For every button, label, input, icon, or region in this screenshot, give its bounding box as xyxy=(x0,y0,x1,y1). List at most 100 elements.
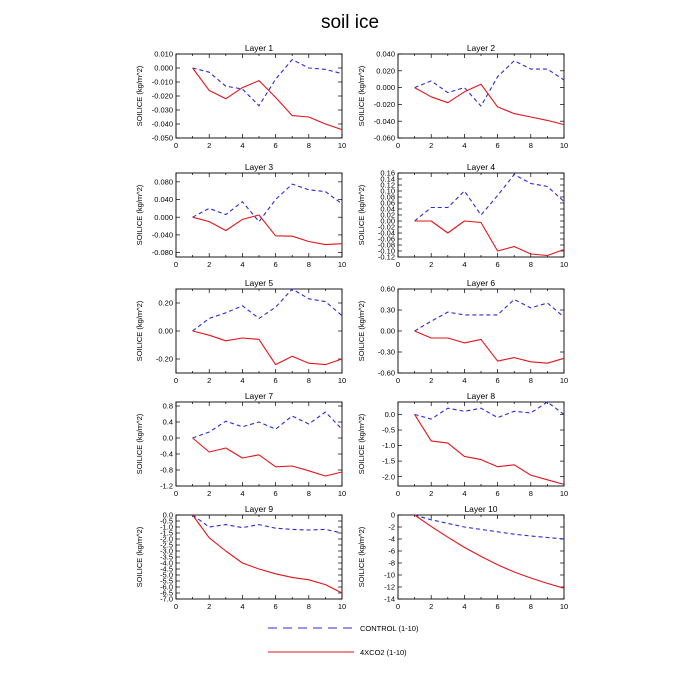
x-tick-label: 4 xyxy=(462,260,466,269)
y-tick-label: 0.10 xyxy=(380,187,395,196)
x-tick-label: 2 xyxy=(429,376,433,385)
x-tick-label: 10 xyxy=(338,602,346,611)
series-4xco2-line xyxy=(414,330,565,364)
panel-layer-3: Layer 3 0 2 4 6 8 10 -0.080 -0.040 0.000 0.040 0.08… xyxy=(135,162,346,269)
y-tick-label: -0.06 xyxy=(378,235,395,244)
plot-frame xyxy=(175,288,343,374)
y-tick-label: 0.010 xyxy=(154,50,173,59)
y-tick-label: 0.00 xyxy=(158,327,173,336)
x-tick-label: 8 xyxy=(529,376,533,385)
y-tick-label: 0.20 xyxy=(158,299,173,308)
series-control-line xyxy=(414,514,565,540)
series-control-line xyxy=(192,288,343,332)
y-tick-label: 0.0 xyxy=(163,511,173,520)
x-tick-label: 0 xyxy=(174,376,178,385)
x-tick-label: 0 xyxy=(396,260,400,269)
y-tick-label: -8 xyxy=(388,559,395,568)
x-tick-label: 6 xyxy=(274,260,278,269)
y-tick-label: -0.10 xyxy=(378,247,395,256)
x-tick-label: 8 xyxy=(529,141,533,150)
y-axis-label: SOILICE (kg/m^2) xyxy=(357,184,366,245)
x-tick-label: 6 xyxy=(496,602,500,611)
x-tick-label: 0 xyxy=(396,489,400,498)
figure-title: soil ice xyxy=(321,12,379,33)
x-tick-label: 0 xyxy=(174,602,178,611)
y-tick-label: -0.8 xyxy=(160,466,173,475)
plot-frame xyxy=(397,53,565,139)
y-tick-label: -0.04 xyxy=(378,229,395,238)
x-tick-label: 10 xyxy=(560,602,568,611)
legend: CONTROL (1-10) 4XCO2 (1-10) xyxy=(268,624,419,657)
panel-title: Layer 8 xyxy=(467,391,496,401)
panel-title: Layer 3 xyxy=(245,162,274,172)
y-tick-label: -3.5 xyxy=(160,553,173,562)
y-tick-label: 0.06 xyxy=(380,199,395,208)
x-tick-label: 4 xyxy=(462,602,466,611)
x-tick-label: 2 xyxy=(207,260,211,269)
panel-title: Layer 1 xyxy=(245,43,274,53)
y-tick-label: 0.02 xyxy=(380,211,395,220)
x-tick-label: 8 xyxy=(307,141,311,150)
x-tick-label: 0 xyxy=(174,141,178,150)
series-4xco2-line xyxy=(414,83,565,126)
x-tick-label: 2 xyxy=(207,602,211,611)
y-tick-label: -0.010 xyxy=(152,78,173,87)
y-tick-label: 0.000 xyxy=(154,213,173,222)
y-tick-label: -0.040 xyxy=(152,230,173,239)
x-tick-label: 0 xyxy=(174,260,178,269)
y-axis-label: SOILICE (kg/m^2) xyxy=(357,413,366,474)
series-control-line xyxy=(192,183,343,223)
x-tick-label: 6 xyxy=(274,376,278,385)
x-tick-label: 8 xyxy=(307,376,311,385)
x-tick-label: 0 xyxy=(174,489,178,498)
x-tick-label: 6 xyxy=(274,141,278,150)
legend-control-label: CONTROL (1-10) xyxy=(360,624,419,633)
y-tick-label: 0.0 xyxy=(163,434,173,443)
x-tick-label: 6 xyxy=(496,260,500,269)
x-tick-label: 6 xyxy=(274,602,278,611)
y-tick-label: -7.0 xyxy=(160,595,173,604)
y-tick-label: -1.5 xyxy=(160,529,173,538)
y-tick-label: -0.5 xyxy=(382,426,395,435)
y-tick-label: -4 xyxy=(388,535,395,544)
y-axis-label: SOILICE (kg/m^2) xyxy=(135,184,144,245)
x-tick-label: 10 xyxy=(560,376,568,385)
panel-layer-2: Layer 2 0 2 4 6 8 10 -0.060 -0.040 -0.020 0.000 0.0… xyxy=(357,43,568,150)
x-tick-label: 8 xyxy=(529,489,533,498)
x-tick-label: 6 xyxy=(496,141,500,150)
y-tick-label: -0.60 xyxy=(378,369,395,378)
y-tick-label: 0.080 xyxy=(154,177,173,186)
series-4xco2-line xyxy=(192,330,343,366)
x-tick-label: 10 xyxy=(338,260,346,269)
y-tick-label: -0.08 xyxy=(378,241,395,250)
x-tick-label: 4 xyxy=(240,376,244,385)
y-tick-label: -0.080 xyxy=(152,248,173,257)
plot-frame xyxy=(397,401,565,487)
x-tick-label: 8 xyxy=(307,602,311,611)
y-tick-label: -3.0 xyxy=(160,547,173,556)
series-4xco2-line xyxy=(192,514,343,594)
x-tick-label: 2 xyxy=(429,141,433,150)
x-tick-label: 2 xyxy=(429,489,433,498)
y-tick-label: 0.040 xyxy=(154,195,173,204)
series-control-line xyxy=(192,59,343,107)
y-tick-label: -5.0 xyxy=(160,571,173,580)
y-tick-label: -0.5 xyxy=(160,517,173,526)
y-tick-label: 0.4 xyxy=(163,418,173,427)
x-tick-label: 10 xyxy=(338,376,346,385)
series-control-line xyxy=(192,411,343,439)
y-tick-label: 0 xyxy=(391,511,395,520)
y-tick-label: -0.30 xyxy=(378,348,395,357)
panel-layer-4: Layer 4 0 2 4 6 8 10 -0.12-0.10-0.08-0.06-0.04-… xyxy=(357,162,568,269)
panel-layer-1: Layer 1 0 2 4 6 8 10 -0.050 -0.040 -0.030 -0.020 -0… xyxy=(135,43,346,150)
y-tick-label: 0.16 xyxy=(380,169,395,178)
y-tick-label: 0.0 xyxy=(385,410,395,419)
y-tick-label: -4.5 xyxy=(160,565,173,574)
y-tick-label: -0.020 xyxy=(152,92,173,101)
y-tick-label: -5.5 xyxy=(160,577,173,586)
x-tick-label: 2 xyxy=(429,602,433,611)
y-tick-label: -1.0 xyxy=(382,441,395,450)
x-tick-label: 8 xyxy=(307,489,311,498)
series-4xco2-line xyxy=(192,67,343,131)
